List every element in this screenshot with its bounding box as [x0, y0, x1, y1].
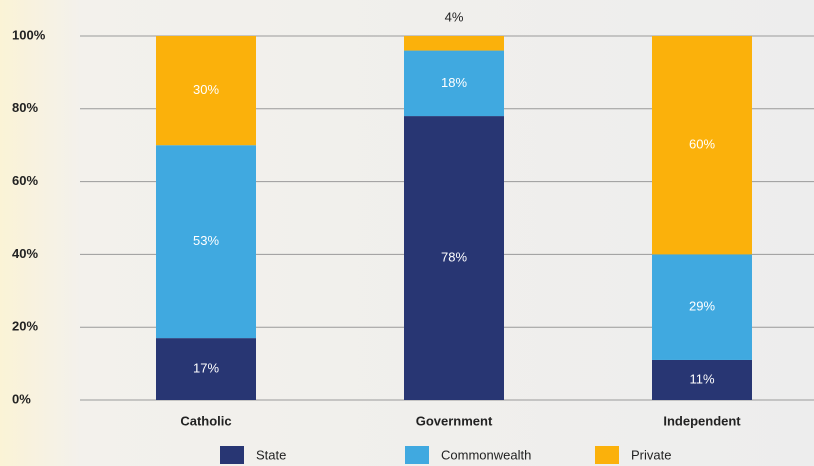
bar-segment	[652, 254, 752, 360]
bar-segment	[156, 145, 256, 339]
data-label: 53%	[193, 233, 219, 248]
y-tick-label: 100%	[12, 27, 46, 42]
y-tick-label: 40%	[12, 246, 38, 261]
x-tick-label: Independent	[663, 413, 741, 428]
data-label: 30%	[193, 82, 219, 97]
legend-swatch	[595, 446, 619, 464]
y-tick-label: 80%	[12, 100, 38, 115]
bar-segment	[404, 36, 504, 51]
data-label: 29%	[689, 299, 715, 314]
legend-swatch	[405, 446, 429, 464]
legend-label: Commonwealth	[441, 447, 531, 462]
data-label: 18%	[441, 75, 467, 90]
bar-segment	[404, 116, 504, 400]
data-label: 11%	[689, 371, 714, 386]
bar-segment	[156, 338, 256, 400]
x-tick-label: Government	[416, 413, 493, 428]
bar-segment	[404, 50, 504, 117]
y-tick-label: 20%	[12, 319, 38, 334]
bar-segment	[652, 359, 752, 400]
x-tick-label: Catholic	[180, 413, 231, 428]
y-tick-label: 0%	[12, 391, 31, 406]
legend-swatch	[220, 446, 244, 464]
data-label: 4%	[445, 9, 464, 24]
bar-segment	[156, 36, 256, 146]
data-label: 78%	[441, 249, 467, 264]
data-label: 60%	[689, 137, 715, 152]
bar-segment	[652, 36, 752, 255]
legend-label: State	[256, 447, 286, 462]
data-label: 17%	[193, 360, 219, 375]
y-tick-label: 60%	[12, 173, 38, 188]
legend-label: Private	[631, 447, 671, 462]
